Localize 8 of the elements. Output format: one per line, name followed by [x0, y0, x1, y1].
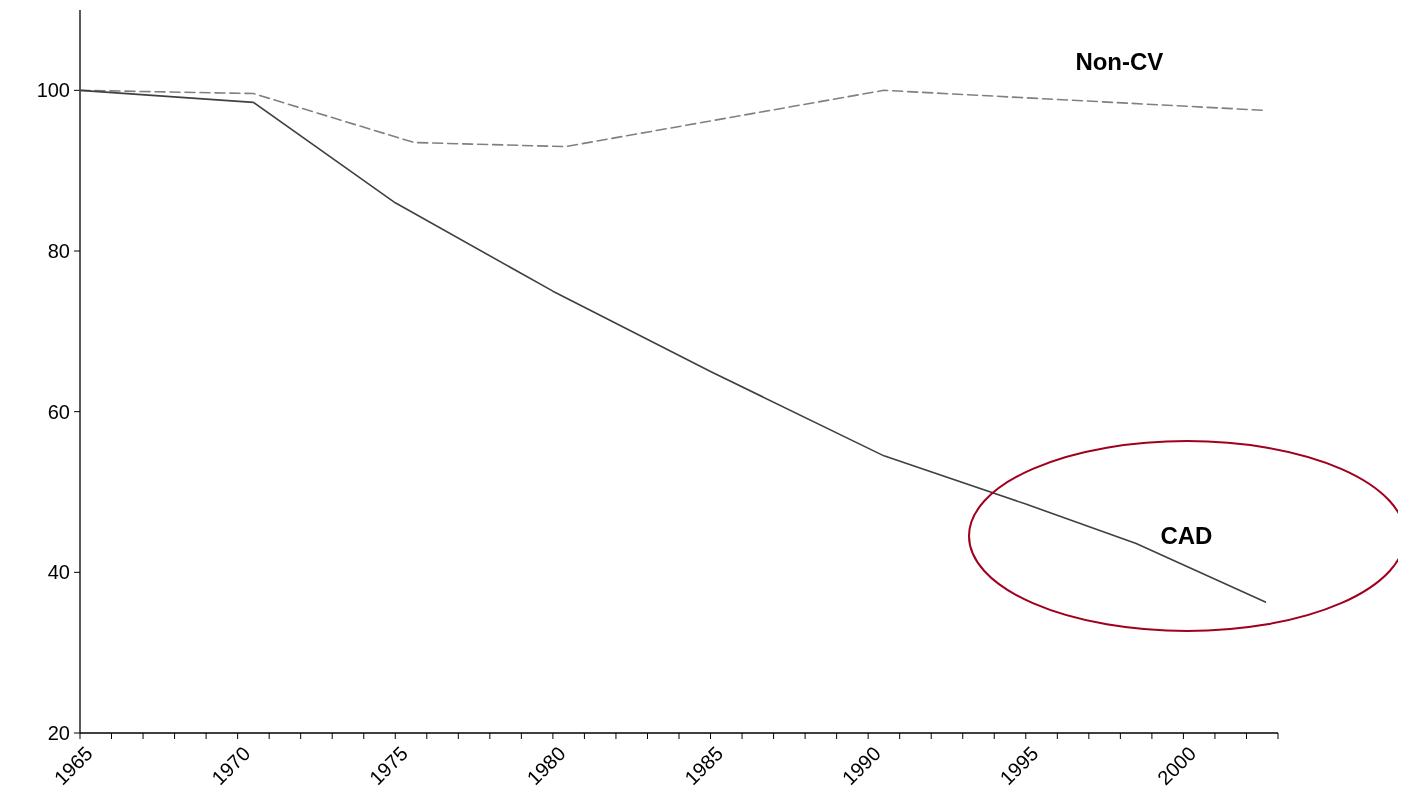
y-tick-label: 100 — [36, 79, 70, 102]
y-tick-label: 80 — [47, 240, 70, 262]
series-label: Non-CV — [1075, 48, 1164, 76]
y-tick-label: 40 — [47, 561, 70, 584]
y-tick-label: 60 — [47, 400, 70, 423]
line-series — [79, 89, 1267, 603]
y-tick-label: 20 — [47, 722, 70, 744]
series-label: CAD — [1160, 522, 1213, 550]
